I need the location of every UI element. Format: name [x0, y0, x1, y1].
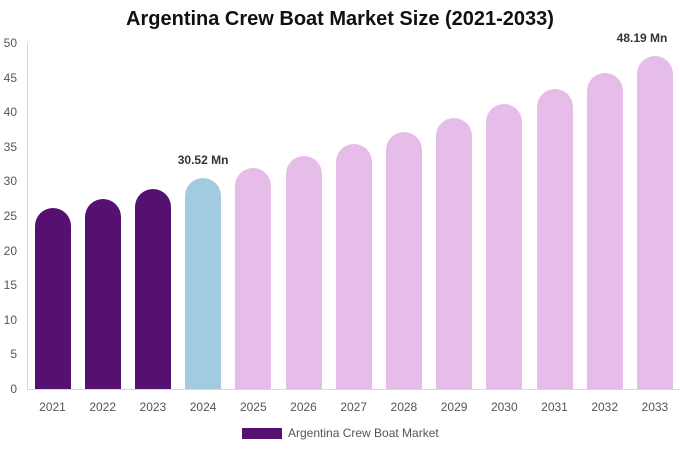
- y-tick-label: 35: [3, 139, 17, 154]
- x-tick-label: 2024: [189, 400, 217, 414]
- y-tick-label: 20: [3, 243, 17, 258]
- bar-2025[interactable]: [235, 167, 272, 389]
- y-axis-line: [27, 43, 28, 389]
- x-tick-label: 2031: [541, 400, 568, 414]
- x-tick-label: 2028: [390, 400, 418, 414]
- legend[interactable]: Argentina Crew Boat Market: [242, 426, 439, 440]
- bar-2028[interactable]: [385, 131, 422, 389]
- y-tick-label: 40: [3, 105, 17, 120]
- y-tick-label: 25: [3, 209, 17, 223]
- bar-2030[interactable]: [486, 103, 523, 389]
- bar-2029[interactable]: [436, 118, 473, 389]
- y-tick-label: 30: [3, 174, 17, 189]
- x-tick-label: 2027: [340, 400, 368, 414]
- chart-title: Argentina Crew Boat Market Size (2021-20…: [126, 8, 554, 30]
- bar-2033[interactable]: [636, 55, 673, 389]
- x-tick-label: 2029: [440, 400, 468, 414]
- bar-2026[interactable]: [285, 155, 322, 389]
- x-tick-label: 2025: [239, 400, 267, 414]
- bar-2032[interactable]: [586, 72, 623, 389]
- x-tick-label: 2023: [139, 400, 167, 414]
- bar-2021[interactable]: [34, 207, 71, 389]
- bar-2024[interactable]: [185, 177, 222, 389]
- x-tick-label: 2030: [490, 400, 518, 414]
- legend-swatch: [242, 427, 282, 439]
- x-tick-label: 2021: [39, 400, 66, 414]
- x-tick-label: 2033: [641, 400, 669, 414]
- data-label-2024: 30.52 Mn: [177, 152, 229, 167]
- bar-2022[interactable]: [84, 198, 121, 389]
- y-tick-label: 5: [10, 347, 17, 362]
- x-axis-line: [27, 389, 680, 390]
- data-label-2033: 48.19 Mn: [616, 30, 668, 45]
- y-tick-label: 50: [3, 36, 17, 50]
- y-tick-label: 15: [3, 278, 17, 293]
- y-tick-label: 10: [3, 312, 17, 327]
- y-tick-label: 0: [10, 382, 17, 396]
- bar-2031[interactable]: [536, 88, 573, 389]
- bar-2027[interactable]: [335, 144, 372, 389]
- y-tick-label: 45: [3, 70, 17, 85]
- bar-2023[interactable]: [134, 189, 171, 389]
- x-tick-label: 2032: [591, 400, 619, 414]
- legend-label: Argentina Crew Boat Market: [288, 426, 439, 440]
- x-tick-label: 2026: [290, 400, 317, 414]
- x-tick-label: 2022: [89, 400, 117, 414]
